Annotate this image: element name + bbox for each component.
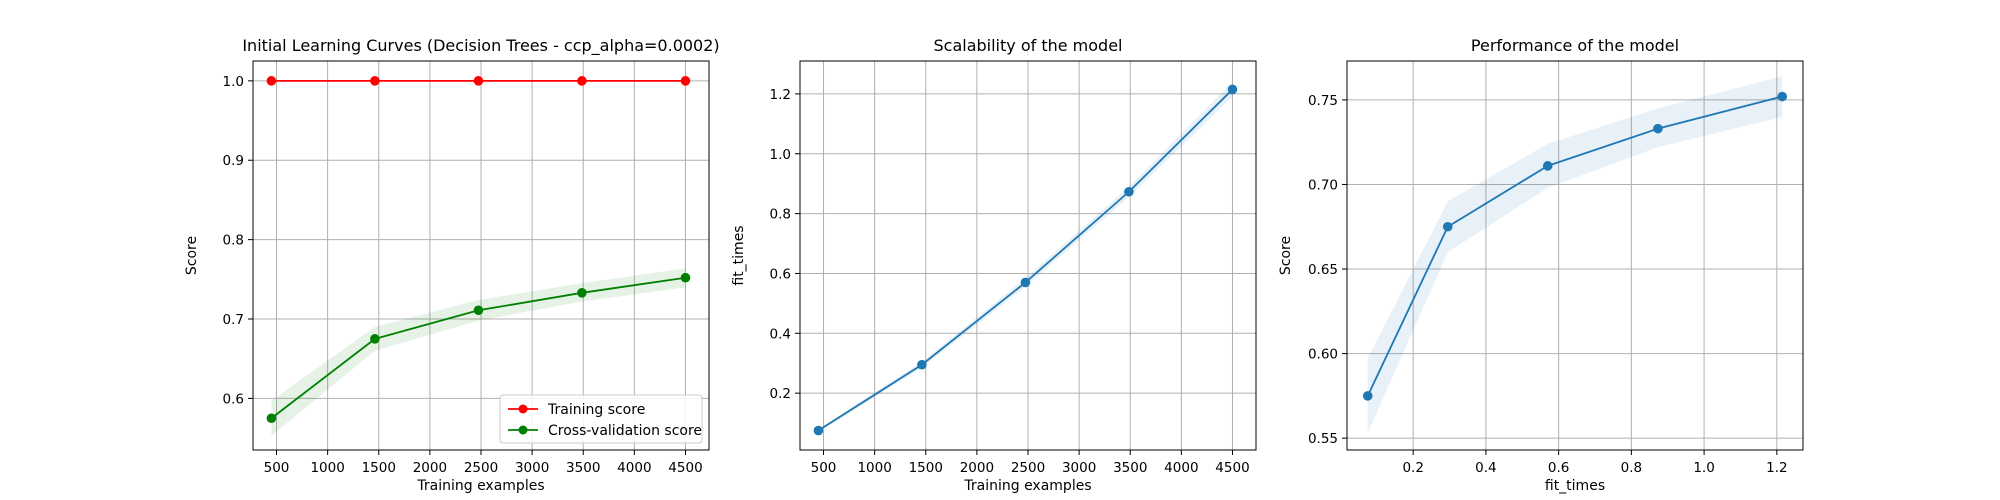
x-tick-label: 1500	[909, 460, 943, 476]
y-tick-label: 0.8	[770, 207, 791, 223]
data-point	[266, 413, 277, 424]
data-point	[1542, 161, 1553, 171]
y-axis-label: Score	[1278, 236, 1294, 275]
legend-marker-cross-validation	[518, 425, 528, 435]
data-point	[1442, 221, 1453, 232]
data-point	[813, 425, 824, 436]
data-point	[917, 359, 927, 370]
y-ticks: 0.55 0.60 0.65 0.70 0.75	[1308, 93, 1347, 447]
x-tick-label: 3000	[515, 460, 549, 476]
confidence-bands	[271, 268, 686, 436]
panel-performance: 0.2 0.4 0.6 0.8 1.0 1.2 0.550.600.650.700.75 …	[1278, 36, 1804, 494]
x-tick-label: 2500	[1011, 460, 1045, 476]
y-tick-label: 0.4	[770, 326, 791, 342]
data-point	[1362, 391, 1373, 401]
data-point	[1777, 91, 1788, 102]
x-ticks: 500 1000 1500 2000 2500 3000 3500 4000 4500	[264, 450, 703, 476]
x-tick-label: 3500	[1113, 460, 1147, 476]
legend-marker-training	[518, 404, 528, 414]
data-point	[370, 334, 380, 344]
axes-frame	[1346, 60, 1804, 451]
chart-title: Initial Learning Curves (Decision Trees …	[242, 36, 719, 56]
confidence-bands	[1367, 76, 1783, 434]
x-tick-label: 500	[264, 460, 290, 476]
series-markers	[813, 84, 1238, 436]
y-tick-label: 0.9	[223, 153, 244, 169]
y-tick-label: 1.0	[770, 147, 791, 163]
data-point	[577, 76, 587, 86]
legend: Training score Cross-validation score	[499, 394, 703, 444]
x-tick-label: 2500	[464, 460, 498, 476]
panel-scalability: 500 1000 1500 2000 2500 3000 3500 4000 4500 0.20…	[731, 36, 1257, 494]
grid	[1347, 61, 1803, 450]
y-tick-label: 0.55	[1308, 431, 1338, 447]
x-tick-label: 4000	[617, 460, 651, 476]
data-point	[680, 76, 691, 86]
y-axis-label: fit_times	[731, 225, 747, 285]
x-tick-label: 500	[811, 460, 837, 476]
x-tick-label: 1.2	[1766, 460, 1787, 476]
x-tick-label: 4000	[1164, 460, 1198, 476]
x-tick-label: 0.4	[1475, 460, 1496, 476]
x-tick-label: 0.6	[1548, 460, 1569, 476]
y-tick-label: 0.60	[1308, 347, 1338, 363]
x-axis-label: Training examples	[963, 478, 1091, 494]
data-point	[370, 76, 380, 86]
y-tick-label: 0.6	[223, 391, 244, 407]
chart-title: Scalability of the model	[934, 36, 1123, 55]
confidence-band	[271, 268, 686, 436]
x-tick-label: 1000	[310, 460, 344, 476]
y-axis-label: Score	[184, 236, 200, 275]
x-tick-label: 1.0	[1693, 460, 1714, 476]
x-tick-label: 3000	[1062, 460, 1096, 476]
y-tick-label: 0.65	[1308, 262, 1338, 278]
y-tick-label: 1.2	[770, 87, 791, 103]
y-ticks: 0.2 0.4 0.6 0.8 1.0 1.2	[770, 87, 800, 402]
y-tick-label: 0.75	[1308, 93, 1338, 109]
x-tick-label: 4500	[1215, 460, 1249, 476]
x-tick-label: 2000	[413, 460, 447, 476]
legend-box	[499, 394, 703, 444]
y-tick-label: 0.2	[770, 386, 791, 402]
x-tick-label: 0.8	[1621, 460, 1642, 476]
x-tick-label: 3500	[566, 460, 600, 476]
x-axis-label: Training examples	[416, 478, 544, 494]
y-tick-label: 0.7	[223, 312, 244, 328]
x-tick-label: 2000	[960, 460, 994, 476]
x-tick-label: 1000	[857, 460, 891, 476]
y-tick-label: 0.8	[223, 233, 244, 249]
y-ticks: 0.6 0.7 0.8 0.9 1.0	[223, 74, 253, 407]
panel-learning-curves: 500 1000 1500 2000 2500 3000 3500 4000 4500 0.60…	[184, 36, 720, 494]
y-tick-label: 0.70	[1308, 177, 1338, 193]
x-ticks: 0.2 0.4 0.6 0.8 1.0 1.2	[1402, 450, 1788, 476]
data-point	[266, 76, 277, 86]
data-point	[577, 288, 587, 298]
x-axis-label: fit_times	[1545, 478, 1605, 494]
series-markers	[1362, 91, 1788, 401]
series-markers	[266, 76, 691, 424]
x-tick-label: 4500	[668, 460, 702, 476]
y-tick-label: 1.0	[223, 74, 244, 90]
data-point	[680, 272, 691, 283]
confidence-band	[1367, 76, 1783, 434]
data-point	[473, 305, 484, 316]
legend-label-cross-validation: Cross-validation score	[548, 423, 702, 439]
x-tick-label: 0.2	[1402, 460, 1423, 476]
x-tick-label: 1500	[362, 460, 396, 476]
data-point	[473, 76, 484, 86]
legend-label-training: Training score	[547, 402, 645, 418]
chart-title: Performance of the model	[1471, 36, 1679, 55]
x-ticks: 500 1000 1500 2000 2500 3000 3500 4000 4500	[811, 450, 1250, 476]
data-point	[1227, 84, 1238, 95]
data-point	[1653, 123, 1663, 134]
data-point	[1124, 186, 1134, 197]
y-tick-label: 0.6	[770, 266, 791, 282]
data-point	[1020, 277, 1031, 288]
